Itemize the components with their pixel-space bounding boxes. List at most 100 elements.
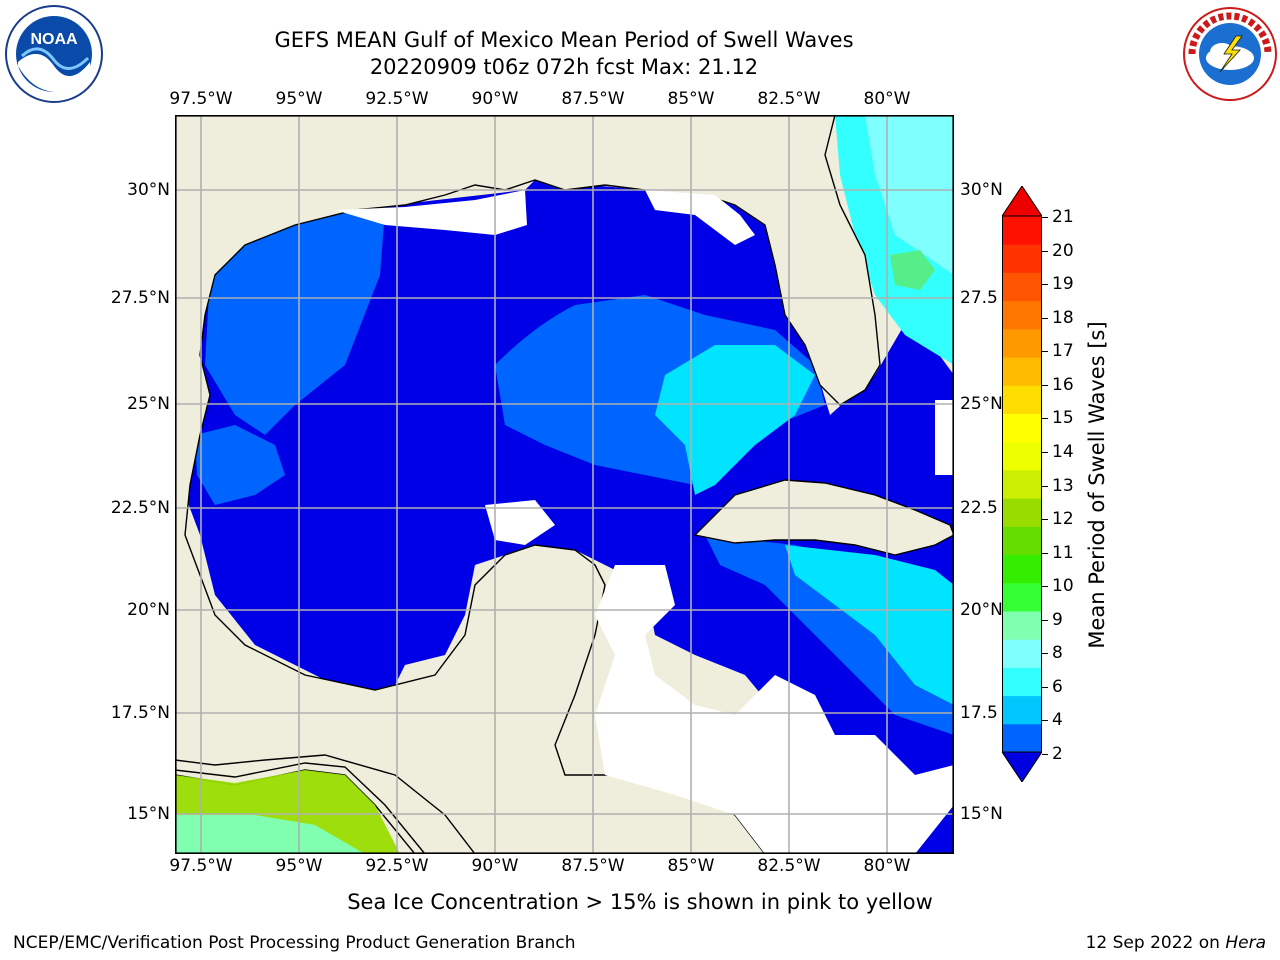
sea-ice-note: Sea Ice Concentration > 15% is shown in … [347,890,933,914]
colorbar-tick-mark [1042,619,1048,621]
lon-tick-top: 95°W [275,89,323,109]
map-frame [175,115,954,854]
colorbar-frame [1002,215,1042,753]
colorbar-band [1002,328,1042,358]
colorbar-tick-label: 10 [1052,576,1074,597]
lon-tick-bottom: 92.5°W [365,856,429,876]
lat-tick-left: 25°N [127,394,170,414]
lat-tick-left: 22.5°N [110,498,170,518]
lon-tick-top: 87.5°W [561,89,625,109]
colorbar-tick-label: 4 [1052,710,1063,731]
lon-tick-bottom: 90°W [471,856,519,876]
colorbar-tick-mark [1042,250,1048,252]
colorbar-tick-label: 19 [1052,274,1074,295]
lat-tick-right: 25°N [960,394,1003,414]
colorbar-tick-mark [1042,284,1048,286]
colorbar-band [1002,554,1042,584]
colorbar-band [1002,526,1042,556]
colorbar-tick-label: 14 [1052,441,1074,462]
ocean-period-9-10s-patch [890,250,935,290]
no-data-west-cuba [485,500,555,545]
lon-tick-top: 92.5°W [365,89,429,109]
lon-tick-bottom: 85°W [667,856,715,876]
no-data-louisiana-coast [335,190,527,235]
lon-tick-bottom: 95°W [275,856,323,876]
colorbar-tick-mark [1042,754,1048,755]
colorbar-tick-label: 12 [1052,509,1074,530]
lon-tick-top: 90°W [471,89,519,109]
no-data-yucatan-channel [935,400,954,475]
colorbar-tick-mark [1042,418,1048,420]
colorbar-tick-mark [1042,552,1048,554]
colorbar-tick-label: 8 [1052,643,1063,664]
colorbar-band [1002,469,1042,499]
colorbar-tick-label: 21 [1052,207,1074,227]
lat-tick-right: 15°N [960,804,1003,824]
lat-tick-right: 22.5 [960,498,998,518]
footer-date-text: 12 Sep 2022 on [1085,933,1226,953]
colorbar-band [1002,582,1042,612]
colorbar-tick-mark [1042,451,1048,453]
ocean-period-4-6s-west [205,210,385,435]
colorbar-band [1002,695,1042,725]
lat-tick-right: 30°N [960,180,1003,200]
chart-title: GEFS MEAN Gulf of Mexico Mean Period of … [274,28,854,52]
colorbar-band [1002,272,1042,302]
footer-machine: Hera [1225,933,1266,953]
lon-tick-bottom: 80°W [863,856,911,876]
colorbar-band [1002,300,1042,330]
pacific-period-8-10s [175,815,365,854]
lat-tick-left: 15°N [127,804,170,824]
colorbar-tick-mark [1042,217,1048,218]
lat-tick-left: 17.5°N [110,703,170,723]
colorbar-band [1002,498,1042,527]
colorbar-tick-mark [1042,720,1048,722]
colorbar-band [1002,244,1042,273]
colorbar-tick-label: 18 [1052,307,1074,328]
colorbar-band [1002,639,1042,668]
colorbar-extend-max [1002,186,1042,217]
colorbar-band [1002,610,1042,640]
colorbar-tick-label: 16 [1052,374,1074,395]
colorbar-tick-label: 2 [1052,744,1063,764]
lon-tick-top: 85°W [667,89,715,109]
colorbar-tick-label: 13 [1052,475,1074,496]
no-data-yucatan-east [595,565,954,854]
chart-subtitle: 20220909 t06z 072h fcst Max: 21.12 [369,55,759,79]
colorbar-label: Mean Period of Swell Waves [s] [1085,321,1109,649]
lat-tick-left: 27.5°N [110,288,170,308]
ocean-period-4-6s-west-coast [195,425,285,505]
no-data-florida-panhandle [645,190,755,245]
colorbar-band [1002,723,1042,753]
colorbar-tick-mark [1042,317,1048,319]
colorbar-tick-mark [1042,519,1048,521]
graticule [175,115,954,854]
colorbar-band [1002,441,1042,471]
lat-tick-right: 20°N [960,600,1003,620]
colorbar-tick-mark [1042,586,1048,588]
lat-tick-left: 20°N [127,600,170,620]
colorbar-tick-mark [1042,351,1048,353]
colorbar-tick-label: 20 [1052,240,1074,261]
footer-date: 12 Sep 2022 on Hera [1086,933,1266,953]
colorbar-tick-mark [1042,653,1048,655]
lat-tick-right: 27.5 [960,288,998,308]
lon-tick-bottom: 87.5°W [561,856,625,876]
noaa-logo-text: NOAA [30,31,78,48]
lon-tick-bottom: 82.5°W [757,856,821,876]
nws-logo [1183,7,1277,101]
lat-tick-right: 17.5 [960,703,998,723]
land-central-america-coast [175,754,476,854]
ocean-period-6-8s-central [655,345,815,495]
colorbar-band [1002,216,1042,245]
ocean-period-6-8s-caribbean [785,545,954,705]
colorbar-tick-label: 9 [1052,609,1063,630]
colorbar-band [1002,413,1042,443]
colorbar-tick-label: 6 [1052,676,1063,697]
colorbar-extend-min [1002,751,1042,782]
colorbar-tick-mark [1042,384,1048,386]
lon-tick-top: 80°W [863,89,911,109]
colorbar-band [1002,357,1042,386]
lat-tick-left: 30°N [127,180,170,200]
colorbar [1002,186,1042,782]
